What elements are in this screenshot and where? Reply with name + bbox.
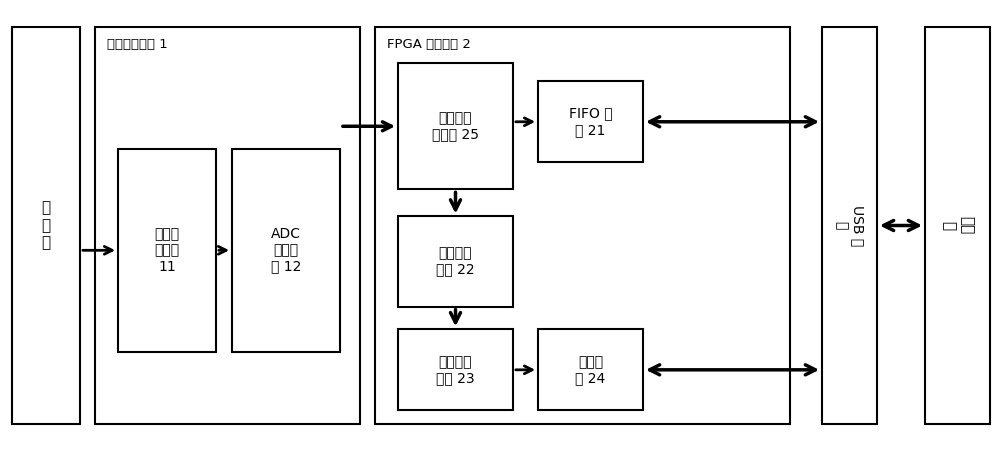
- Text: USB 接
口: USB 接 口: [834, 205, 865, 246]
- Bar: [398, 63, 513, 189]
- Text: 幅值分析
模块 23: 幅值分析 模块 23: [436, 355, 475, 385]
- Text: 存储模
块 24: 存储模 块 24: [575, 355, 606, 385]
- Bar: [822, 27, 877, 424]
- Text: 信号预比
较模块 25: 信号预比 较模块 25: [432, 111, 479, 141]
- Bar: [12, 27, 80, 424]
- Text: 跟随放
大电路
11: 跟随放 大电路 11: [154, 227, 180, 273]
- Bar: [925, 27, 990, 424]
- Bar: [118, 149, 216, 352]
- Text: 脉冲成形
模块 22: 脉冲成形 模块 22: [436, 247, 475, 276]
- Bar: [95, 27, 360, 424]
- Bar: [232, 149, 340, 352]
- Text: 上位
机: 上位 机: [941, 216, 974, 235]
- Bar: [538, 81, 643, 162]
- Text: 信号获取电路 1: 信号获取电路 1: [107, 38, 168, 51]
- Bar: [538, 329, 643, 410]
- Bar: [398, 329, 513, 410]
- Text: FPGA 处理模块 2: FPGA 处理模块 2: [387, 38, 471, 51]
- Bar: [398, 216, 513, 307]
- Text: ADC
采样电
路 12: ADC 采样电 路 12: [271, 227, 301, 273]
- Text: FIFO 模
块 21: FIFO 模 块 21: [569, 107, 612, 137]
- Bar: [375, 27, 790, 424]
- Text: 信
号
源: 信 号 源: [41, 201, 51, 250]
